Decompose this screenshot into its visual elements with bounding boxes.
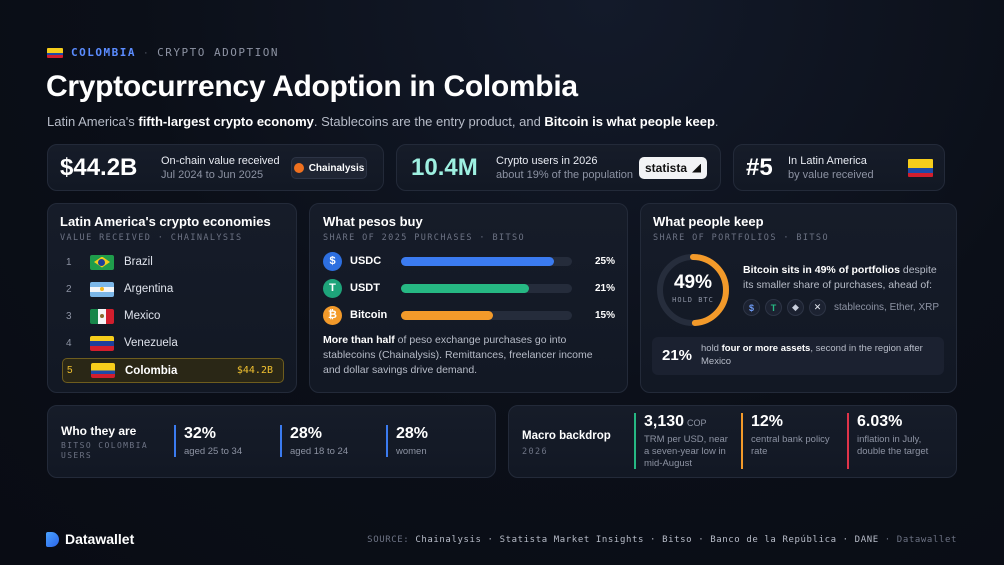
bar-bitcoin	[401, 310, 493, 320]
ring-value: 49%	[673, 272, 713, 293]
eyebrow-topic: CRYPTO ADOPTION	[157, 46, 279, 59]
who-stat-age-25-34: 32% aged 25 to 34	[174, 425, 242, 457]
xrp-icon: ✕	[809, 299, 826, 316]
macro-stat-rate: 12% central bank policy rate	[741, 413, 841, 469]
usdc-icon: $	[323, 251, 342, 271]
pesos-card	[309, 203, 628, 393]
kpi-onchain-label: On-chain value received	[161, 155, 280, 167]
pesos-eyebrow: SHARE OF 2025 PURCHASES · BITSO	[323, 233, 526, 243]
macro-stat-trm: 3,130 COP TRM per USD, near a seven-year …	[634, 413, 734, 469]
keep-title: What people keep	[653, 214, 764, 229]
eyebrow-country: COLOMBIA	[71, 46, 136, 59]
colombia-flag-icon	[908, 159, 933, 177]
rank-row-brazil: 1 Brazil	[66, 254, 153, 270]
multi-asset-box: 21% hold four or more assets, second in …	[652, 337, 944, 375]
multi-asset-text: hold four or more assets, second in the …	[701, 343, 923, 367]
kpi-onchain-sub: Jul 2024 to Jun 2025	[161, 169, 264, 181]
kpi-rank-sub: by value received	[788, 169, 874, 181]
who-stat-age-18-24: 28% aged 18 to 24	[280, 425, 348, 457]
kpi-card-onchain: $44.2B On-chain value received Jul 2024 …	[47, 144, 384, 191]
bar-label: USDT	[350, 282, 380, 294]
macro-title: Macro backdrop	[522, 430, 611, 442]
chainalysis-logo-icon	[293, 163, 304, 173]
eyebrow-separator: ·	[143, 46, 150, 59]
rank-row-argentina: 2 Argentina	[66, 281, 174, 297]
datawallet-logo: Datawallet	[46, 531, 134, 547]
bar-usdc	[401, 256, 554, 266]
ring-arc	[657, 254, 729, 326]
colombia-flag-icon	[47, 47, 63, 58]
ranking-eyebrow: VALUE RECEIVED · CHAINALYSIS	[60, 233, 243, 243]
page-title: Cryptocurrency Adoption in Colombia	[46, 70, 578, 103]
rank-row-venezuela: 4 Venezuela	[66, 335, 178, 351]
page-subtitle: Latin America's fifth-largest crypto eco…	[47, 114, 719, 129]
argentina-flag-icon	[90, 281, 114, 297]
colombia-flag-icon	[91, 363, 115, 378]
kpi-rank-value: #5	[746, 154, 773, 181]
datawallet-logo-icon	[46, 531, 59, 547]
macro-stat-inflation: 6.03% inflation in July, double the targ…	[847, 413, 947, 469]
usdc-icon: $	[743, 299, 760, 316]
ranking-title: Latin America's crypto economies	[60, 214, 271, 229]
ring-label: HOLD BTC	[672, 296, 714, 304]
footer-source: SOURCE: Chainalysis · Statista Market In…	[367, 535, 957, 545]
venezuela-flag-icon	[90, 335, 114, 351]
usdt-icon: T	[323, 278, 342, 298]
mexico-flag-icon	[90, 308, 114, 324]
bar-value-label: 25%	[594, 255, 615, 267]
statista-logo-icon	[692, 163, 702, 173]
bar-value-label: 21%	[594, 282, 615, 294]
pesos-title: What pesos buy	[323, 214, 423, 229]
rank-row-mexico: 3 Mexico	[66, 308, 161, 324]
bar-row-usdc: $ USDC 25%	[323, 251, 615, 271]
bitcoin-icon: ₿	[323, 305, 342, 325]
usdt-icon: T	[765, 299, 782, 316]
kpi-card-rank: #5 In Latin America by value received	[733, 144, 945, 191]
btc-ring-chart	[657, 254, 729, 326]
bar-row-bitcoin: ₿ Bitcoin 15%	[323, 305, 615, 325]
statista-badge: statista	[639, 157, 707, 179]
bar-label: USDC	[350, 255, 382, 267]
keep-others-label: stablecoins, Ether, XRP	[834, 302, 940, 313]
eyebrow: COLOMBIA · CRYPTO ADOPTION	[47, 46, 279, 59]
keep-others: $ T ◆ ✕ stablecoins, Ether, XRP	[743, 299, 939, 316]
brazil-flag-icon	[90, 254, 114, 270]
multi-asset-value: 21%	[662, 347, 693, 364]
kpi-rank-label: In Latin America	[788, 155, 867, 167]
rank-row-colombia: 5 Colombia $44.2B	[62, 358, 284, 383]
kpi-users-label: Crypto users in 2026	[496, 155, 598, 167]
bar-value-label: 15%	[594, 309, 615, 321]
bar-label: Bitcoin	[350, 309, 388, 321]
kpi-users-sub: about 19% of the population	[496, 169, 634, 181]
kpi-users-value: 10.4M	[411, 154, 478, 181]
bar-usdt	[401, 283, 530, 293]
chainalysis-badge: Chainalysis	[291, 157, 367, 179]
who-stat-women: 28% women	[386, 425, 428, 457]
who-title: Who they are	[61, 424, 137, 438]
bar-row-usdt: T USDT 21%	[323, 278, 615, 298]
who-eyebrow: BITSO COLOMBIA USERS	[61, 441, 149, 460]
pesos-note: More than half of peso exchange purchase…	[323, 334, 593, 376]
who-card	[47, 405, 496, 478]
macro-card	[508, 405, 957, 478]
macro-eyebrow: 2026	[522, 447, 549, 457]
keep-text: Bitcoin sits in 49% of portfolios despit…	[743, 264, 937, 291]
kpi-card-users: 10.4M Crypto users in 2026 about 19% of …	[396, 144, 721, 191]
ether-icon: ◆	[787, 299, 804, 316]
keep-eyebrow: SHARE OF PORTFOLIOS · BITSO	[653, 233, 829, 243]
kpi-onchain-value: $44.2B	[60, 154, 138, 181]
